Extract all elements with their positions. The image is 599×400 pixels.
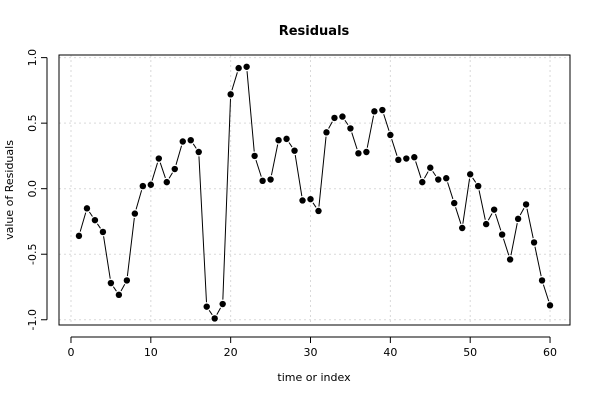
data-point-57 [522,201,530,208]
x-tick-label-6: 60 [543,346,557,359]
data-point-60 [546,302,554,309]
data-point-36 [355,150,362,157]
data-point-52 [482,220,490,228]
data-point-8 [131,210,139,217]
data-point-5 [107,279,115,287]
data-point-24 [259,177,266,185]
data-point-11 [155,155,163,162]
x-tick-label-1: 10 [144,346,158,359]
data-point-49 [459,224,466,232]
data-point-7 [123,277,131,284]
data-point-55 [506,256,514,263]
data-point-17 [203,303,210,310]
chart-title: Residuals [279,24,350,39]
y-tick-label-1: -0.5 [26,243,39,264]
x-tick-label-3: 30 [304,346,318,359]
x-tick-label-4: 40 [383,346,397,359]
data-point-45 [427,164,434,171]
y-axis-ticks: -1.0 -0.5 0.0 0.5 1.0 [26,49,47,330]
data-point-29 [299,197,306,204]
data-point-16 [195,148,202,156]
data-points [75,63,554,322]
data-point-58 [530,239,538,246]
x-tick-label-5: 50 [463,346,477,359]
data-point-37 [363,148,370,156]
data-point-15 [187,136,194,144]
data-point-9 [139,182,147,190]
data-point-12 [163,178,170,186]
data-point-1 [75,232,83,240]
data-point-6 [115,291,123,299]
data-point-40 [387,131,394,139]
data-point-51 [474,182,482,190]
data-point-39 [379,106,386,114]
y-tick-label-4: 1.0 [26,49,39,67]
series-line [79,71,550,316]
y-tick-label-2: 0.0 [26,180,39,198]
x-axis-ticks: 0 10 20 30 40 50 60 [67,337,557,359]
data-point-26 [275,136,282,144]
data-point-18 [211,315,218,322]
data-point-21 [235,64,242,72]
data-point-20 [227,91,234,98]
y-tick-label-0: -1.0 [26,309,39,330]
data-point-25 [267,176,274,183]
data-point-31 [315,207,322,215]
x-axis-label: time or index [277,371,351,384]
data-point-13 [171,165,178,173]
data-point-23 [251,152,258,160]
data-point-42 [403,155,410,162]
data-point-53 [490,206,498,213]
data-point-35 [347,125,354,132]
data-point-46 [435,176,442,183]
data-point-28 [291,147,298,154]
data-point-4 [99,228,107,236]
x-tick-label-0: 0 [67,346,74,359]
data-point-32 [323,129,330,136]
data-point-30 [307,195,314,203]
data-point-59 [538,277,546,284]
data-point-48 [451,199,458,207]
data-point-43 [411,154,418,161]
data-point-33 [331,114,338,122]
data-point-27 [283,135,290,143]
data-point-56 [514,215,522,223]
y-tick-label-3: 0.5 [26,114,39,131]
data-point-47 [443,175,450,182]
data-point-10 [147,181,155,188]
data-point-2 [83,205,91,212]
data-point-38 [371,108,378,115]
data-point-34 [339,113,346,120]
data-point-14 [179,138,186,145]
data-point-3 [91,216,99,224]
x-tick-label-2: 20 [224,346,238,359]
data-point-44 [419,178,426,186]
data-point-50 [466,171,474,178]
data-point-41 [395,156,402,164]
grid [59,55,570,325]
data-point-22 [243,63,250,70]
data-point-19 [219,300,226,308]
plot-area [58,54,571,326]
y-axis-label: value of Residuals [3,140,16,240]
data-point-54 [498,231,506,238]
